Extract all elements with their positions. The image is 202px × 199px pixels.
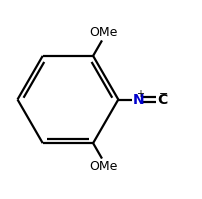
Text: OMe: OMe <box>88 26 117 39</box>
Text: C: C <box>156 93 166 106</box>
Text: −: − <box>158 89 167 99</box>
Text: +: + <box>135 89 143 99</box>
Text: N: N <box>133 93 144 106</box>
Text: OMe: OMe <box>88 160 117 173</box>
